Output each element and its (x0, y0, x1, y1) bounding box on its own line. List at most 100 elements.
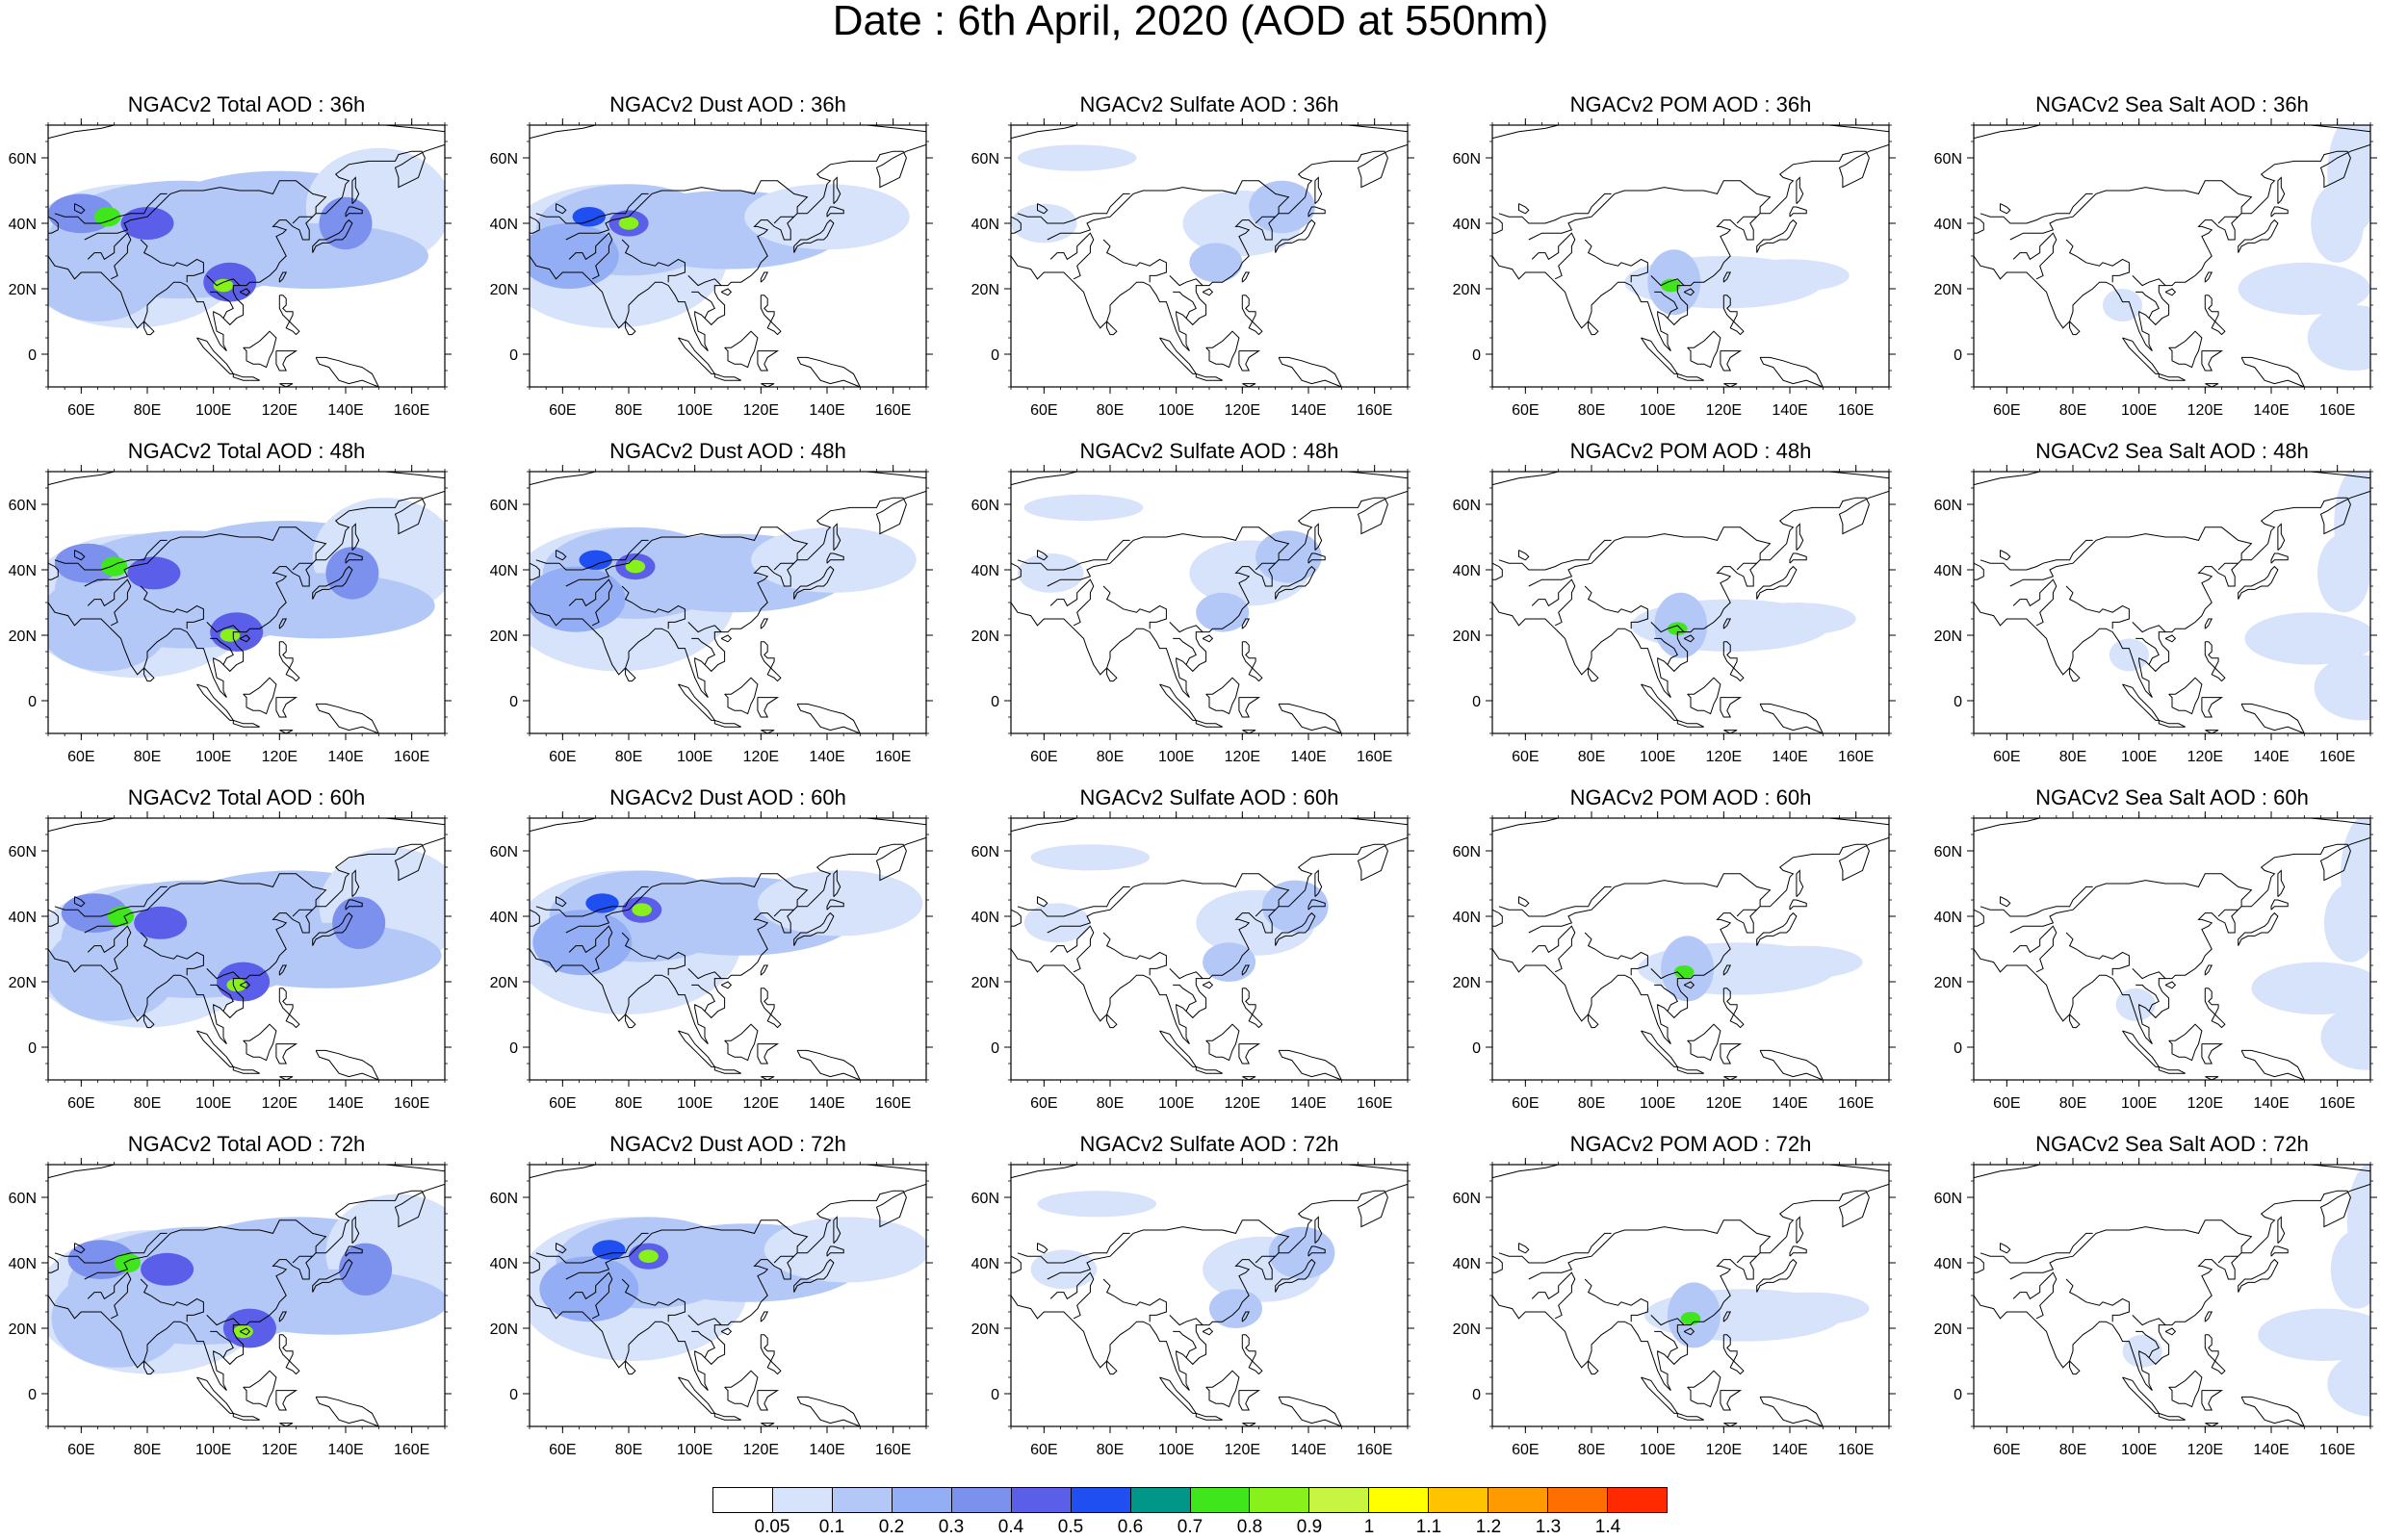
lon-tick-label: 80E (1097, 1095, 1124, 1112)
lon-tick-label: 160E (1838, 402, 1874, 419)
colorbar-swatch (1012, 1488, 1072, 1512)
lon-tick-label: 100E (1640, 1095, 1675, 1112)
lat-tick-label: 60N (1453, 151, 1481, 167)
lat-tick-label: 20N (1934, 1322, 1962, 1338)
lon-tick-label: 120E (1225, 402, 1260, 419)
lon-tick-label: 100E (2121, 1095, 2157, 1112)
colorbar-label: 0.6 (1118, 1517, 1143, 1538)
lon-tick-label: 60E (1512, 1095, 1539, 1112)
aod-contour (1209, 1289, 1262, 1328)
lon-tick-label: 60E (1030, 749, 1057, 765)
lat-tick-label: 40N (971, 910, 999, 926)
colorbar (712, 1487, 1668, 1513)
lon-tick-label: 140E (809, 749, 844, 765)
lat-tick-label: 20N (9, 629, 37, 645)
lon-tick-label: 60E (549, 402, 576, 419)
panel-title: NGACv2 Sea Salt AOD : 60h (2035, 785, 2309, 809)
lon-tick-label: 140E (1290, 402, 1326, 419)
lon-tick-label: 60E (1030, 1095, 1057, 1112)
lat-tick-label: 20N (971, 629, 999, 645)
lat-tick-label: 20N (1934, 975, 1962, 991)
lat-tick-label: 40N (1453, 1256, 1481, 1272)
lat-tick-label: 20N (971, 282, 999, 298)
panel-title: NGACv2 Total AOD : 36h (128, 92, 366, 116)
lon-tick-label: 60E (549, 749, 576, 765)
lon-tick-label: 140E (809, 1095, 844, 1112)
lat-tick-label: 60N (971, 1191, 999, 1207)
lon-tick-label: 80E (615, 1095, 642, 1112)
panel-title: NGACv2 Dust AOD : 60h (609, 785, 846, 809)
lon-tick-label: 160E (1357, 1095, 1392, 1112)
lon-tick-label: 120E (743, 1095, 779, 1112)
lat-tick-label: 0 (509, 1387, 518, 1403)
lon-tick-label: 120E (1706, 1442, 1742, 1458)
lon-tick-label: 80E (1578, 402, 1605, 419)
lon-tick-label: 160E (1838, 749, 1874, 765)
aod-contour (1750, 1293, 1870, 1325)
aod-contour (1031, 844, 1151, 870)
panel-title: NGACv2 Total AOD : 60h (128, 785, 366, 809)
lon-tick-label: 80E (615, 402, 642, 419)
panel-title: NGACv2 Sulfate AOD : 36h (1079, 92, 1338, 116)
lon-tick-label: 80E (615, 1442, 642, 1458)
lon-tick-label: 60E (549, 1095, 576, 1112)
lat-tick-label: 40N (1453, 563, 1481, 579)
lon-tick-label: 140E (327, 402, 363, 419)
lon-tick-label: 120E (2187, 1095, 2223, 1112)
colorbar-label: 1.1 (1416, 1517, 1441, 1538)
lon-tick-label: 160E (1838, 1095, 1874, 1112)
lon-tick-label: 140E (2253, 1095, 2289, 1112)
lat-tick-label: 60N (1453, 844, 1481, 860)
lat-tick-label: 40N (9, 1256, 37, 1272)
lon-tick-label: 120E (1706, 749, 1742, 765)
colorbar-label: 0.9 (1297, 1517, 1322, 1538)
lat-tick-label: 40N (1934, 1256, 1962, 1272)
lon-tick-label: 100E (1158, 749, 1194, 765)
panel-title: NGACv2 POM AOD : 60h (1570, 785, 1812, 809)
lon-tick-label: 100E (677, 749, 712, 765)
panel-title: NGACv2 POM AOD : 72h (1570, 1132, 1812, 1156)
lat-tick-label: 0 (509, 694, 518, 710)
lat-tick-label: 40N (971, 1256, 999, 1272)
lon-tick-label: 160E (2319, 749, 2355, 765)
lat-tick-label: 60N (490, 151, 518, 167)
colorbar-label: 1.4 (1595, 1517, 1620, 1538)
lat-tick-label: 40N (9, 217, 37, 233)
colorbar-swatch (952, 1488, 1012, 1512)
lon-tick-label: 140E (1290, 1442, 1326, 1458)
map-panel-grid: 60E 80E 100E 120E 140E 160E 60N 40N 20N 0 NGACv2 T… (0, 0, 2381, 1482)
aod-contour (1249, 181, 1315, 233)
lat-tick-label: 20N (971, 1322, 999, 1338)
lon-tick-label: 120E (743, 749, 779, 765)
lon-tick-label: 60E (1030, 402, 1057, 419)
aod-contour (1744, 946, 1863, 979)
lon-tick-label: 160E (875, 749, 911, 765)
lat-tick-label: 20N (1934, 282, 1962, 298)
aod-contour (2123, 1335, 2162, 1368)
lat-tick-label: 0 (1472, 1040, 1481, 1057)
lon-tick-label: 60E (67, 749, 94, 765)
colorbar-label: 1.3 (1536, 1517, 1561, 1538)
colorbar-label: 1 (1364, 1517, 1375, 1538)
lat-tick-label: 40N (1934, 217, 1962, 233)
lon-tick-label: 100E (2121, 402, 2157, 419)
lon-tick-label: 140E (327, 1442, 363, 1458)
lon-tick-label: 100E (195, 1095, 231, 1112)
lat-tick-label: 20N (490, 975, 518, 991)
lon-tick-label: 80E (134, 1442, 161, 1458)
lon-tick-label: 140E (1772, 402, 1807, 419)
aod-contour (626, 560, 646, 574)
lat-tick-label: 20N (1453, 1322, 1481, 1338)
aod-contour (1255, 530, 1322, 582)
lon-tick-label: 140E (327, 749, 363, 765)
lon-tick-label: 80E (2059, 749, 2086, 765)
lat-tick-label: 0 (509, 1040, 518, 1057)
panel-title: NGACv2 Sea Salt AOD : 36h (2035, 92, 2309, 116)
